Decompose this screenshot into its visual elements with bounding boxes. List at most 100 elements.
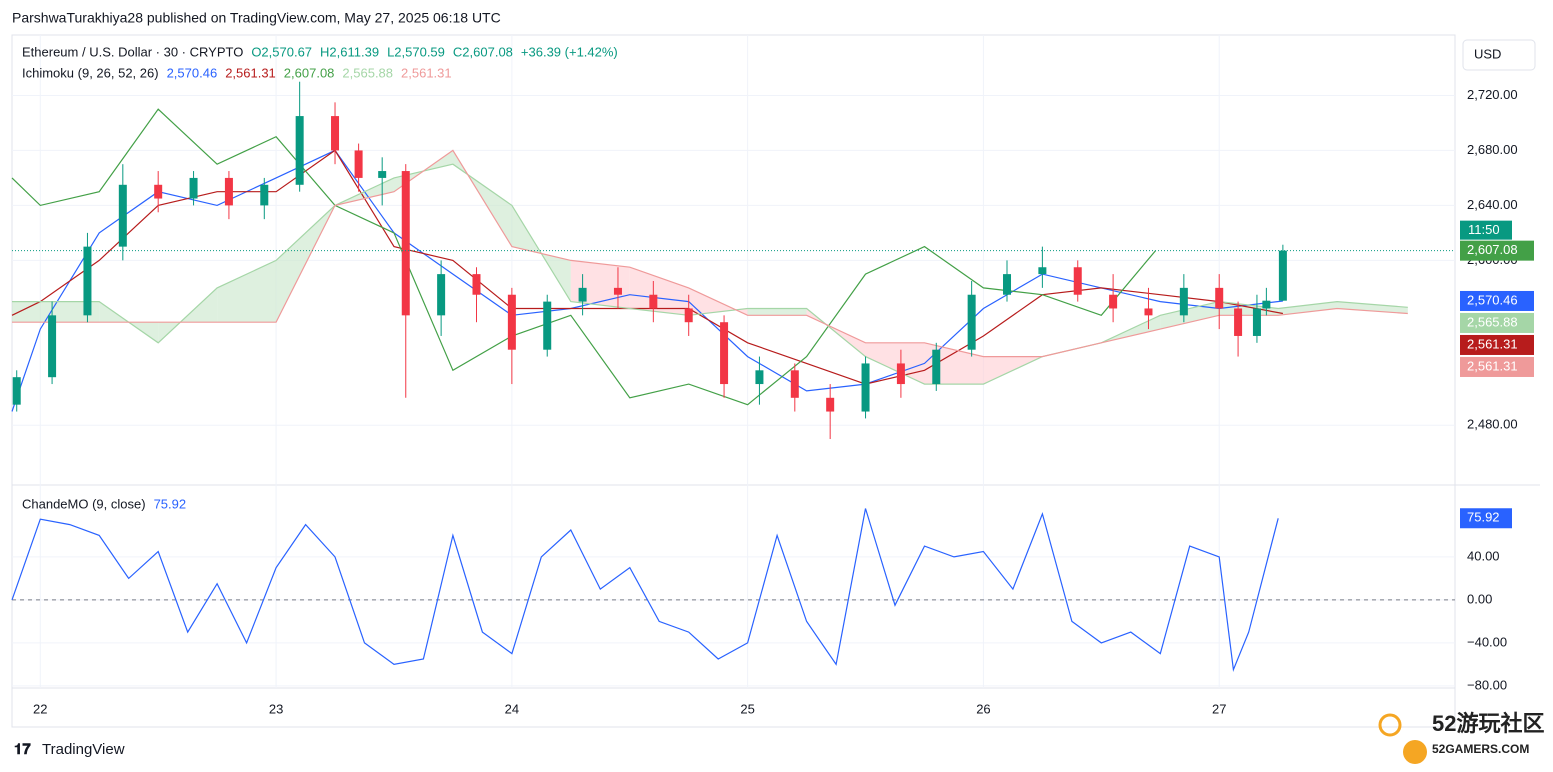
price-label-box — [1460, 240, 1534, 261]
legend-text: 2,607.08 — [284, 65, 335, 80]
candle-body — [295, 116, 304, 185]
candle-body — [118, 184, 127, 247]
cloud — [1219, 301, 1279, 316]
countdown-box — [1460, 220, 1512, 240]
indicator-line — [12, 149, 1408, 358]
candle-body — [472, 274, 481, 295]
candle-body — [543, 301, 552, 350]
cloud — [217, 260, 277, 323]
price-label: 2,561.31 — [1467, 336, 1518, 351]
currency-button[interactable] — [1462, 39, 1536, 71]
cloud — [12, 301, 100, 323]
cloud — [1160, 301, 1220, 330]
candle-body — [1179, 287, 1188, 316]
indicator-line — [11, 149, 1283, 412]
candle-body — [1038, 267, 1047, 275]
legend-text: O2,570.67 — [251, 44, 312, 59]
cloud — [1278, 301, 1338, 316]
countdown: 11:50 — [1468, 222, 1500, 237]
value-label-box — [1460, 508, 1512, 529]
price-label-box — [1460, 356, 1534, 377]
watermark: 52游玩社区 — [1432, 711, 1544, 736]
candle-body — [48, 315, 57, 378]
legend-text: Ichimoku (9, 26, 52, 26) — [22, 65, 159, 80]
candle-body — [578, 287, 587, 302]
publisher: ParshwaTurakhiya28 published on TradingV… — [12, 10, 501, 26]
y-tick-label: 40.00 — [1467, 548, 1500, 563]
candle-body — [932, 349, 941, 385]
candle-body — [154, 184, 163, 199]
y-tick-label: −80.00 — [1467, 677, 1507, 692]
candle-body — [401, 171, 410, 316]
candle-body — [1234, 308, 1243, 336]
candle-body — [260, 184, 269, 206]
candle-body — [12, 377, 21, 405]
y-tick-label: 2,720.00 — [1467, 87, 1518, 102]
indicator-line — [12, 163, 1408, 385]
price-label: 2,607.08 — [1467, 242, 1518, 257]
indicator-line — [11, 108, 1157, 406]
candle-body — [1073, 267, 1082, 295]
legend-text: 2,561.31 — [401, 65, 452, 80]
x-tick-label: 27 — [1212, 701, 1226, 716]
legend-text: 2,570.46 — [167, 65, 218, 80]
candle-body — [1278, 250, 1287, 301]
watermark-icon — [1378, 713, 1402, 737]
y-tick-label: −40.00 — [1467, 634, 1507, 649]
candle-body — [437, 274, 446, 316]
candle-body — [1109, 294, 1118, 309]
candle-body — [861, 363, 870, 412]
candle-body — [826, 397, 835, 412]
x-tick-label: 25 — [740, 701, 754, 716]
legend-text: 2,561.31 — [225, 65, 276, 80]
candle-body — [755, 370, 764, 385]
cloud — [747, 308, 807, 316]
indicator-value: 75.92 — [154, 496, 187, 511]
y-tick-label: 2,480.00 — [1467, 417, 1518, 432]
price-label: 2,565.88 — [1467, 314, 1518, 329]
candle-body — [790, 370, 799, 398]
candle-body — [507, 294, 516, 350]
x-tick-label: 24 — [505, 701, 519, 716]
currency[interactable]: USD — [1474, 46, 1501, 61]
footer-logo: TradingView — [42, 741, 125, 758]
watermark-icon — [1403, 740, 1427, 764]
candle-body — [896, 363, 905, 385]
candle-body — [684, 308, 693, 323]
price-label: 2,561.31 — [1467, 358, 1518, 373]
x-tick-label: 26 — [976, 701, 990, 716]
value-label: 75.92 — [1467, 510, 1500, 525]
price-label: 2,570.46 — [1467, 292, 1518, 307]
candle-body — [1262, 300, 1271, 309]
indicator-title: ChandeMO (9, close) — [22, 496, 146, 511]
price-label-box — [1460, 334, 1534, 355]
legend-text: H2,611.39 — [320, 44, 379, 59]
price-label-box — [1460, 290, 1534, 311]
y-tick-label: 0.00 — [1467, 591, 1492, 606]
candle-body — [224, 177, 233, 206]
candle-body — [967, 294, 976, 350]
legend-text: L2,570.59 — [387, 44, 445, 59]
legend-text: Ethereum / U.S. Dollar · 30 · CRYPTO — [22, 44, 243, 59]
candle-body — [720, 322, 729, 385]
legend-text: C2,607.08 — [453, 44, 513, 59]
candle-body — [1003, 274, 1012, 295]
candle-body — [331, 116, 340, 151]
legend-text: +36.39 (+1.42%) — [521, 44, 618, 59]
cloud — [1337, 301, 1408, 314]
y-tick-label: 2,680.00 — [1467, 142, 1518, 157]
candle-body — [1215, 287, 1224, 309]
cloud — [629, 267, 689, 316]
x-tick-label: 23 — [269, 701, 283, 716]
candle-body — [1144, 308, 1153, 316]
watermark-url: 52GAMERS.COM — [1432, 742, 1529, 756]
candle-body — [378, 171, 387, 178]
x-tick-label: 22 — [33, 701, 47, 716]
candle-body — [613, 287, 622, 295]
candle-body — [354, 150, 363, 178]
indicator-line — [11, 508, 1279, 673]
candle-body — [1252, 308, 1261, 336]
